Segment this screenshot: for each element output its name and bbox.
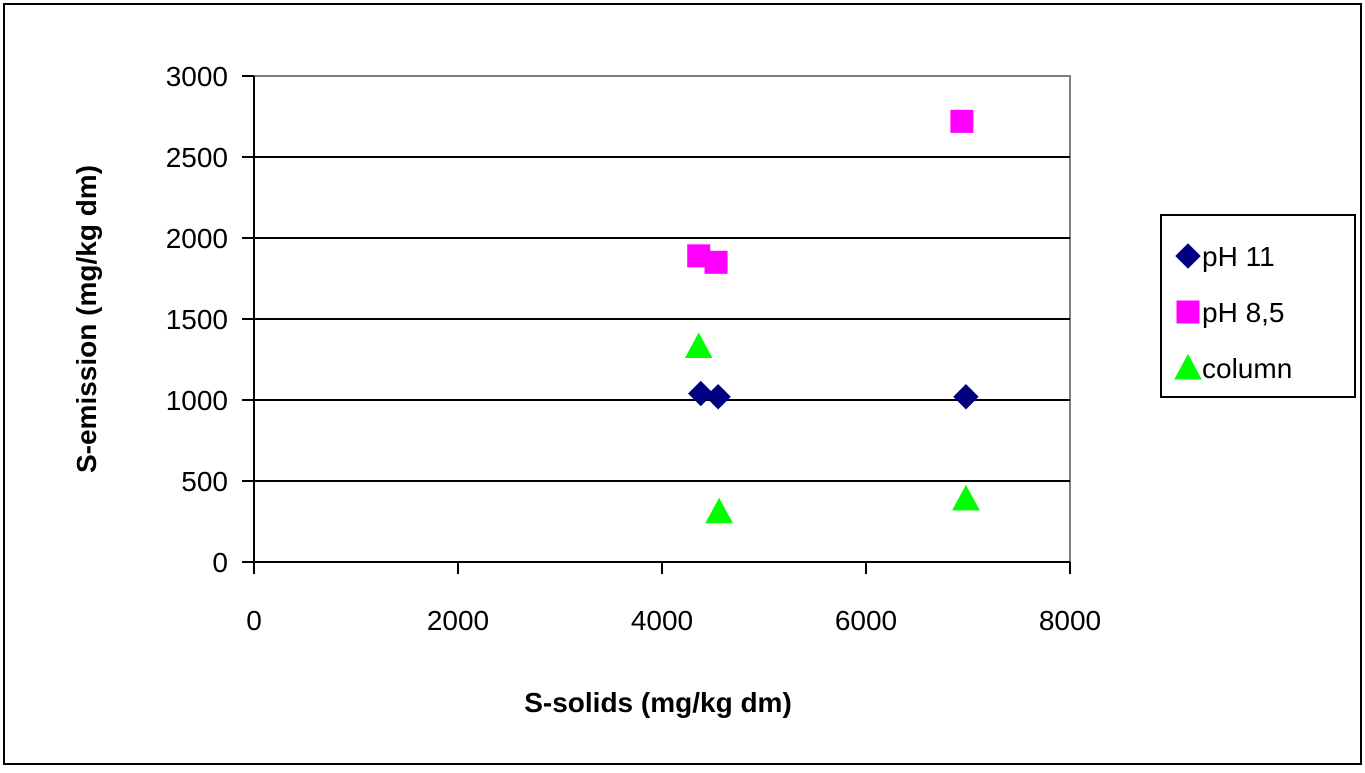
legend-label: column [1202,353,1292,384]
x-tick-label: 4000 [631,605,693,636]
data-point-diamond [953,384,979,410]
y-axis-title: S-emission (mg/kg dm) [71,165,102,473]
data-point-diamond [705,384,731,410]
axes [242,75,1071,574]
data-point-square [704,250,728,274]
y-tick-label: 0 [212,547,228,578]
data-point-square [950,109,974,133]
y-tick-label: 2000 [166,223,228,254]
x-axis-title: S-solids (mg/kg dm) [524,687,792,718]
legend-marker-diamond [1175,243,1201,269]
y-tick-label: 2500 [166,142,228,173]
y-tick-label: 500 [181,466,228,497]
data-point-triangle [684,332,713,359]
gridlines [254,156,1070,482]
legend-entries: pH 11 pH 8,5 column [1174,241,1292,384]
y-tick-labels: 0 500 1000 1500 2000 2500 3000 [166,61,228,578]
legend-marker-square [1176,300,1200,324]
legend-marker-triangle [1174,353,1202,380]
x-tick-label: 8000 [1039,605,1101,636]
x-tick-label: 0 [246,605,262,636]
x-tick-labels: 0 2000 4000 6000 8000 [246,605,1101,636]
y-tick-label: 1500 [166,304,228,335]
data-point-triangle [952,484,980,511]
data-point-triangle [705,497,733,524]
legend-label: pH 8,5 [1202,297,1285,328]
data-points [684,109,980,524]
x-tick-label: 2000 [427,605,489,636]
data-point-diamond [688,380,714,407]
y-tick-label: 1000 [166,385,228,416]
legend: pH 11 pH 8,5 column [1160,214,1356,398]
y-tick-label: 3000 [166,61,228,92]
legend-label: pH 11 [1202,241,1275,272]
x-tick-label: 6000 [835,605,897,636]
